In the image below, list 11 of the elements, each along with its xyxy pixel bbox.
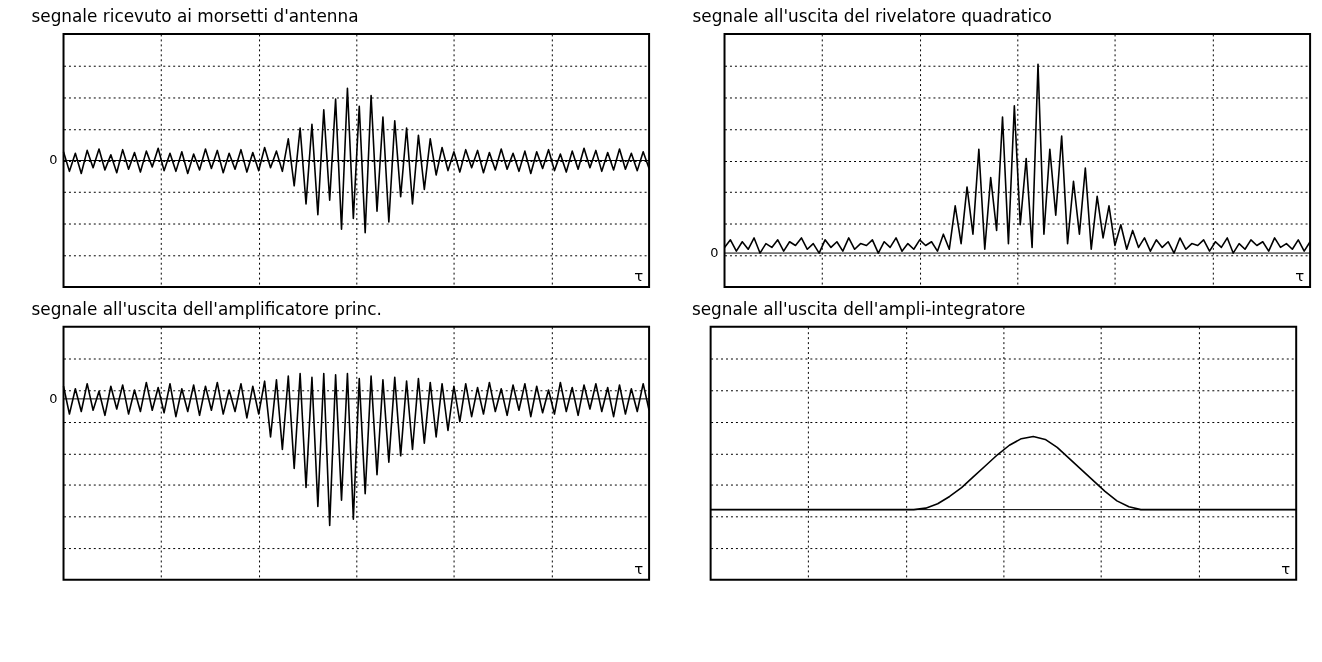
chart-title: segnale all'uscita del rivelatore quadratico <box>692 6 1052 27</box>
text: 0 <box>49 390 58 406</box>
text: 0 <box>49 152 58 168</box>
chart-title: segnale all'uscita dell'ampli-integratore <box>691 298 1026 319</box>
x-axis-title: τ <box>1295 267 1305 286</box>
x-axis-title: τ <box>1281 559 1291 578</box>
chart-title: segnale ricevuto ai morsetti d'antenna <box>31 6 359 27</box>
x-axis-title: τ <box>634 267 644 286</box>
text: 0 <box>710 245 719 261</box>
chart-title: segnale all'uscita dell'amplificatore princ. <box>31 298 382 319</box>
x-axis-title: τ <box>634 559 644 578</box>
